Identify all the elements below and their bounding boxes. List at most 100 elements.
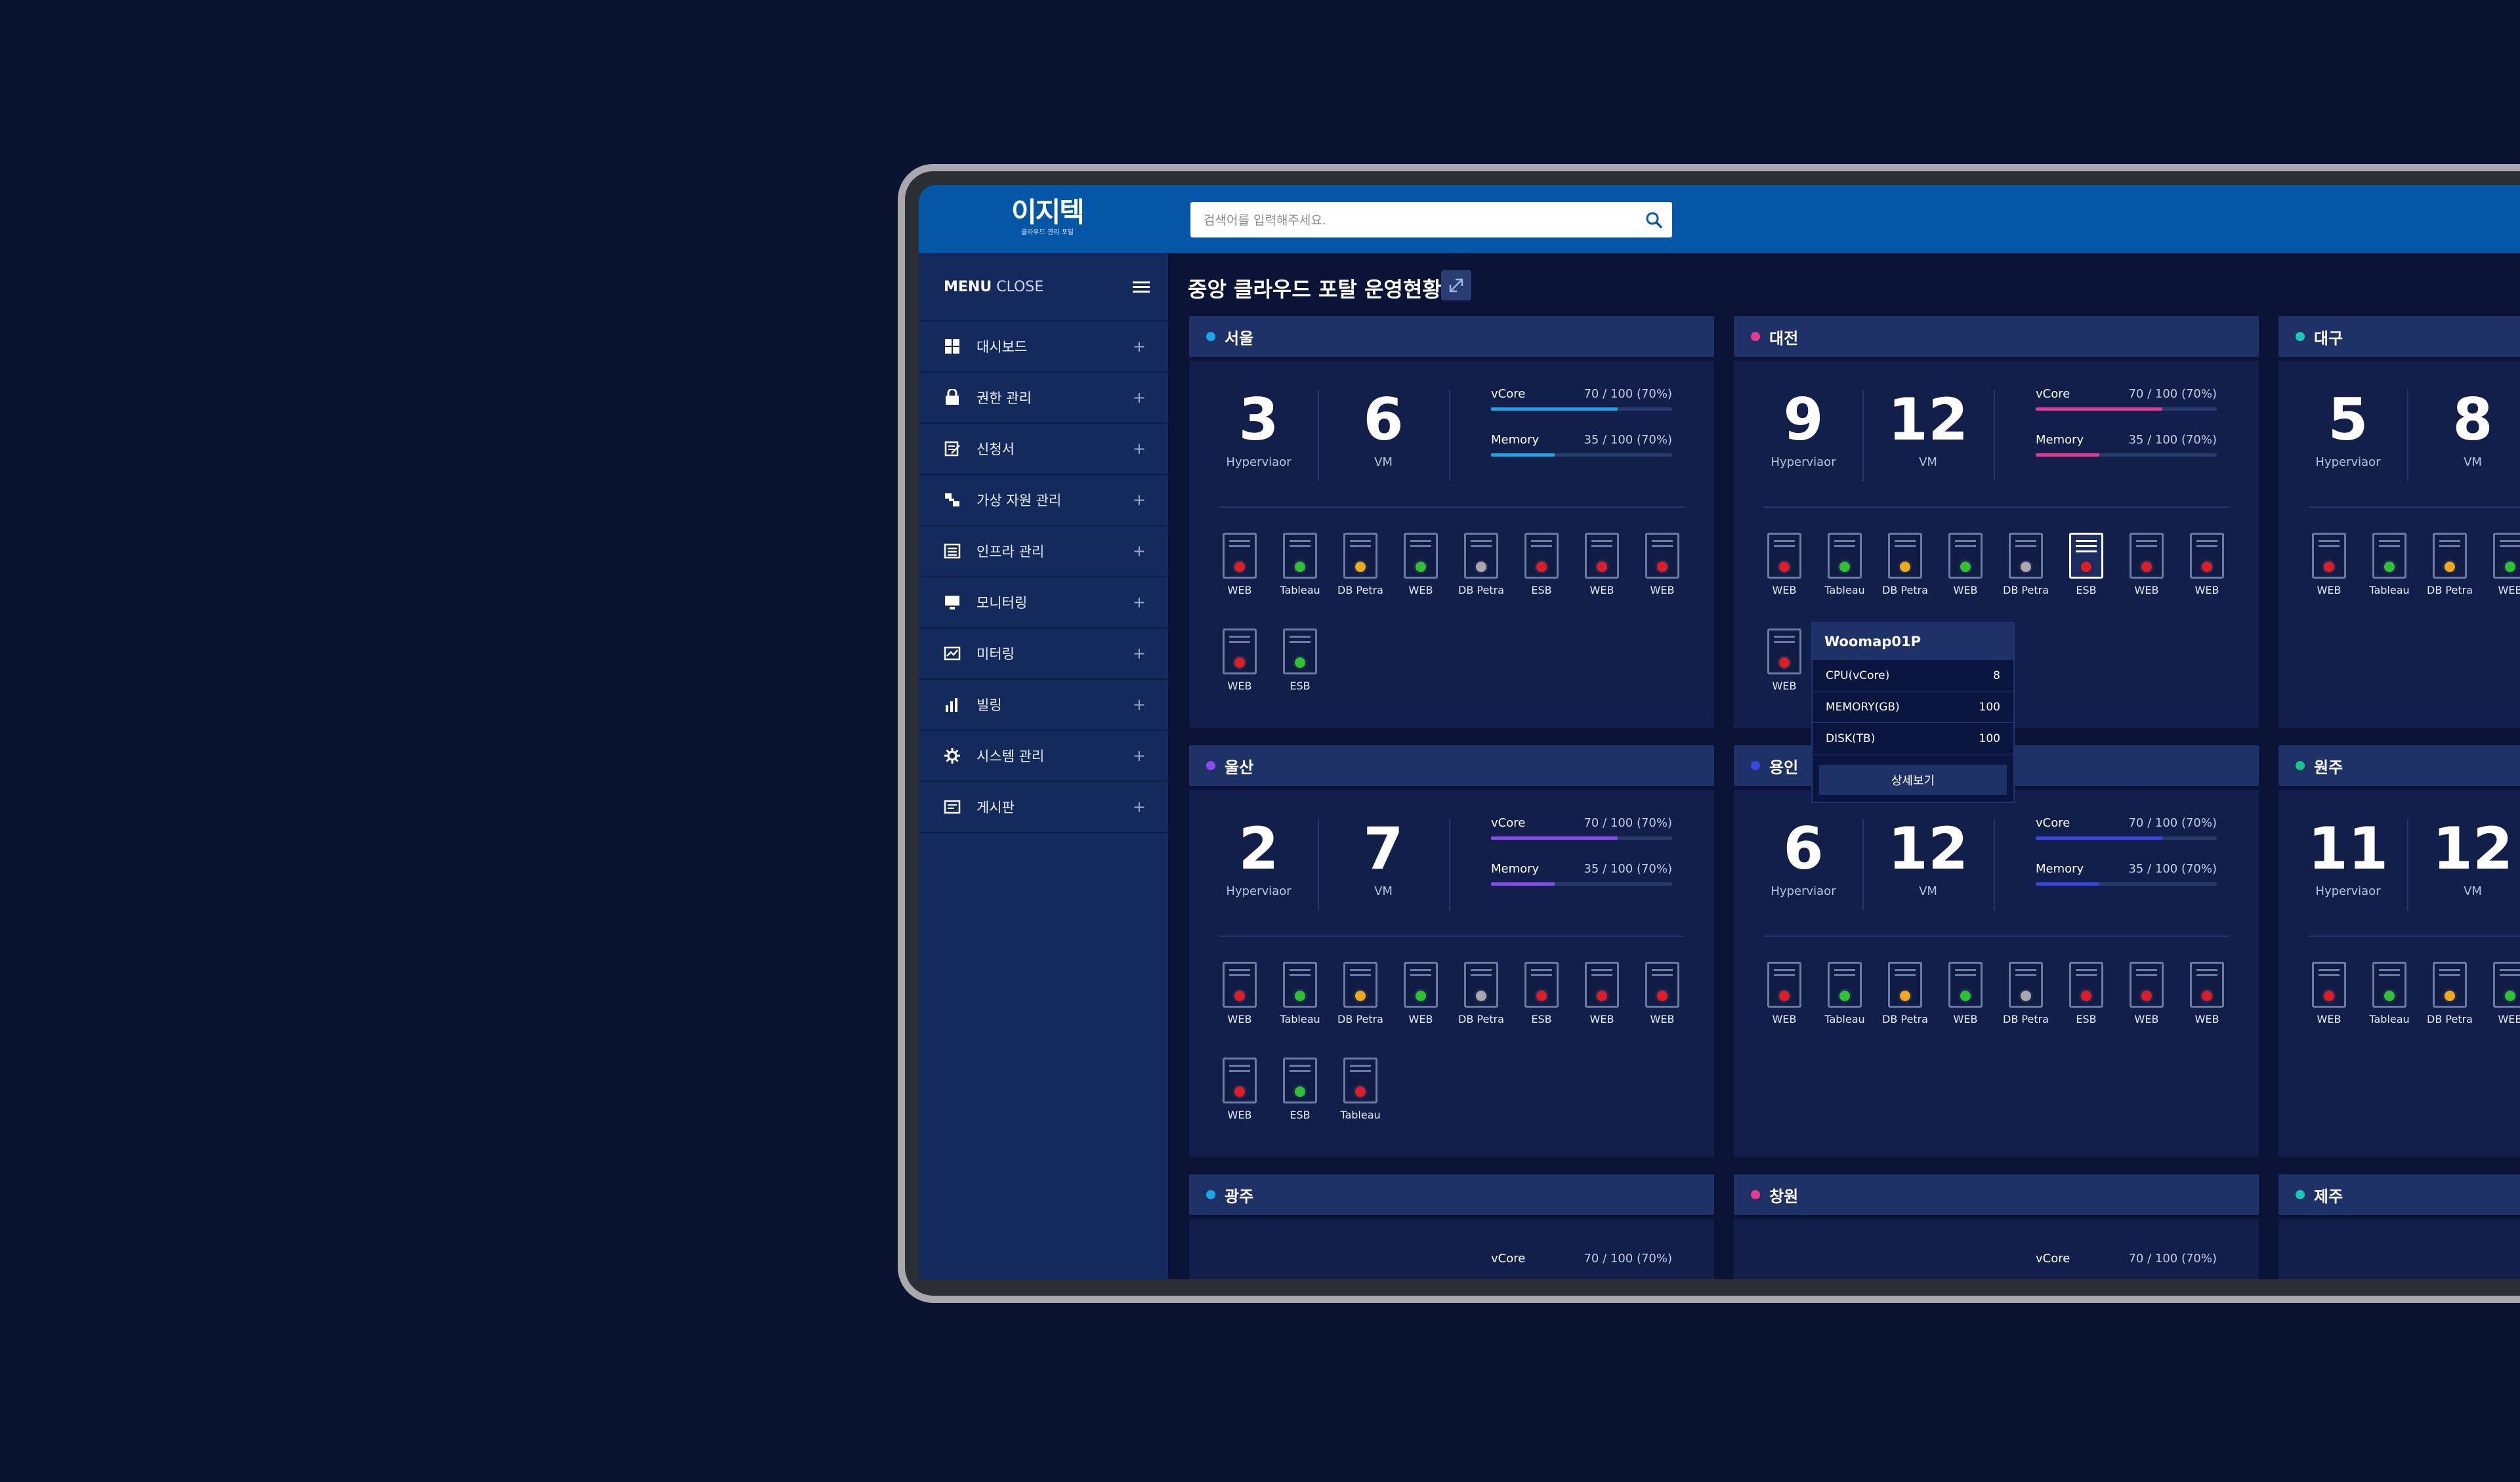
server-node[interactable]: WEB (1755, 628, 1814, 692)
server-node[interactable]: Tableau (2360, 962, 2419, 1025)
region-header[interactable]: 울산 (1189, 745, 1714, 786)
server-icon (1404, 962, 1438, 1008)
detail-button[interactable]: 상세보기 (1819, 765, 2007, 795)
server-node[interactable]: WEB (1572, 533, 1631, 596)
server-node[interactable]: ESB (2057, 962, 2116, 1025)
server-node[interactable]: WEB (1391, 962, 1450, 1025)
sidebar-item-9[interactable]: 게시판 + (919, 782, 1168, 833)
plus-icon[interactable]: + (1132, 440, 1146, 458)
server-node[interactable]: WEB (1210, 533, 1269, 596)
server-node[interactable]: DB Petra (1996, 962, 2055, 1025)
server-node[interactable]: WEB (2177, 962, 2236, 1025)
plus-icon[interactable]: + (1132, 747, 1146, 765)
server-node[interactable]: DB Petra (1331, 533, 1390, 596)
server-node[interactable]: WEB (1755, 533, 1814, 596)
server-node[interactable]: WEB (1572, 962, 1631, 1025)
server-node[interactable]: DB Petra (1452, 962, 1511, 1025)
server-node[interactable]: DB Petra (2420, 962, 2479, 1025)
status-led (1353, 560, 1368, 574)
hamburger-icon[interactable] (1133, 280, 1150, 293)
server-node[interactable]: Tableau (1270, 533, 1330, 596)
region-header[interactable]: 제주 (2278, 1174, 2520, 1215)
search-icon[interactable] (1645, 211, 1663, 229)
dashboard-icon (945, 339, 959, 354)
plus-icon[interactable]: + (1132, 644, 1146, 663)
server-node[interactable]: Tableau (2360, 533, 2419, 596)
plus-icon[interactable]: + (1132, 798, 1146, 816)
stat-divider (1862, 390, 1864, 482)
plus-icon[interactable]: + (1132, 593, 1146, 611)
server-node[interactable]: Tableau (1815, 533, 1874, 596)
server-node[interactable]: DB Petra (1996, 533, 2055, 596)
logo-subtitle: 클라우드 관리 포털 (1021, 229, 1074, 236)
server-node[interactable]: WEB (2117, 962, 2176, 1025)
vcore-label: vCore (2036, 1252, 2070, 1266)
region-header[interactable]: 원주 (2278, 745, 2520, 786)
server-node[interactable]: WEB (2177, 533, 2236, 596)
plus-icon[interactable]: + (1132, 491, 1146, 509)
sidebar-item-2[interactable]: 신청서 + (919, 424, 1168, 475)
server-node[interactable]: DB Petra (1876, 533, 1935, 596)
server-node[interactable]: ESB (2057, 533, 2116, 596)
server-node[interactable]: ESB (1270, 628, 1330, 692)
sidebar-item-4[interactable]: 인프라 관리 + (919, 526, 1168, 577)
region-header[interactable]: 창원 (1734, 1174, 2259, 1215)
region-header[interactable]: 서울 (1189, 316, 1714, 357)
sidebar-item-8[interactable]: 시스템 관리 + (919, 731, 1168, 782)
server-node[interactable]: WEB (1936, 533, 1995, 596)
server-node[interactable]: WEB (1210, 1058, 1269, 1121)
sidebar-item-7[interactable]: 빌링 + (919, 680, 1168, 731)
logo[interactable]: 이지텍 클라우드 관리 포털 (1001, 197, 1093, 243)
search-input[interactable] (1190, 202, 1638, 239)
region-header[interactable]: 광주 (1189, 1174, 1714, 1215)
server-node[interactable]: Tableau (1331, 1058, 1390, 1121)
server-node[interactable]: WEB (2300, 533, 2359, 596)
menu-close-button[interactable]: CLOSE (996, 278, 1044, 295)
status-led (1898, 989, 1912, 1003)
server-node[interactable]: WEB (2300, 962, 2359, 1025)
expand-button[interactable] (1441, 270, 1471, 300)
status-led (2503, 989, 2517, 1003)
server-node[interactable]: WEB (1633, 533, 1692, 596)
server-node[interactable]: WEB (1936, 962, 1995, 1025)
server-node[interactable]: Tableau (1270, 962, 1330, 1025)
region-header[interactable]: 대전 (1734, 316, 2259, 357)
sidebar-item-1[interactable]: 권한 관리 + (919, 373, 1168, 424)
server-node[interactable]: ESB (1512, 533, 1571, 596)
server-node[interactable]: WEB (1755, 962, 1814, 1025)
status-led (1777, 655, 1792, 670)
plus-icon[interactable]: + (1132, 695, 1146, 714)
server-node[interactable]: ESB (1270, 1058, 1330, 1121)
vm-count: 12 (2432, 815, 2513, 882)
sidebar-item-5[interactable]: 모니터링 + (919, 577, 1168, 628)
sidebar-item-0[interactable]: 대시보드 + (919, 321, 1168, 373)
region-header[interactable]: 대구 (2278, 316, 2520, 357)
main-content: 중앙 클라우드 포탈 운영현황 서울 3 Hyperviaor 6 VM vCore 70 … (1168, 253, 2520, 1279)
server-name: ESB (1290, 680, 1311, 692)
server-node[interactable]: DB Petra (1331, 962, 1390, 1025)
server-node[interactable]: DB Petra (1452, 533, 1511, 596)
server-node[interactable]: Tableau (1815, 962, 1874, 1025)
server-node[interactable]: WEB (1391, 533, 1450, 596)
plus-icon[interactable]: + (1132, 337, 1146, 356)
server-node[interactable]: WEB (2481, 533, 2520, 596)
plus-icon[interactable]: + (1132, 388, 1146, 407)
server-node[interactable]: WEB (2117, 533, 2176, 596)
vm-stat: 8 VM (2420, 387, 2520, 470)
sidebar-item-3[interactable]: 가상 자원 관리 + (919, 475, 1168, 526)
status-led (1655, 560, 1670, 574)
region-status-dot (1751, 761, 1760, 770)
server-name: ESB (1531, 1013, 1552, 1025)
server-node[interactable]: DB Petra (2420, 533, 2479, 596)
server-node[interactable]: WEB (1210, 962, 1269, 1025)
plus-icon[interactable]: + (1132, 542, 1146, 560)
server-node[interactable]: WEB (2481, 962, 2520, 1025)
region-name: 용인 (1769, 758, 1799, 777)
server-node[interactable]: WEB (1210, 628, 1269, 692)
sidebar-item-6[interactable]: 미터링 + (919, 628, 1168, 680)
server-node[interactable]: WEB (1633, 962, 1692, 1025)
server-node[interactable]: ESB (1512, 962, 1571, 1025)
memory-bar (1491, 882, 1672, 886)
vm-count: 12 (1887, 815, 1969, 882)
server-node[interactable]: DB Petra (1876, 962, 1935, 1025)
